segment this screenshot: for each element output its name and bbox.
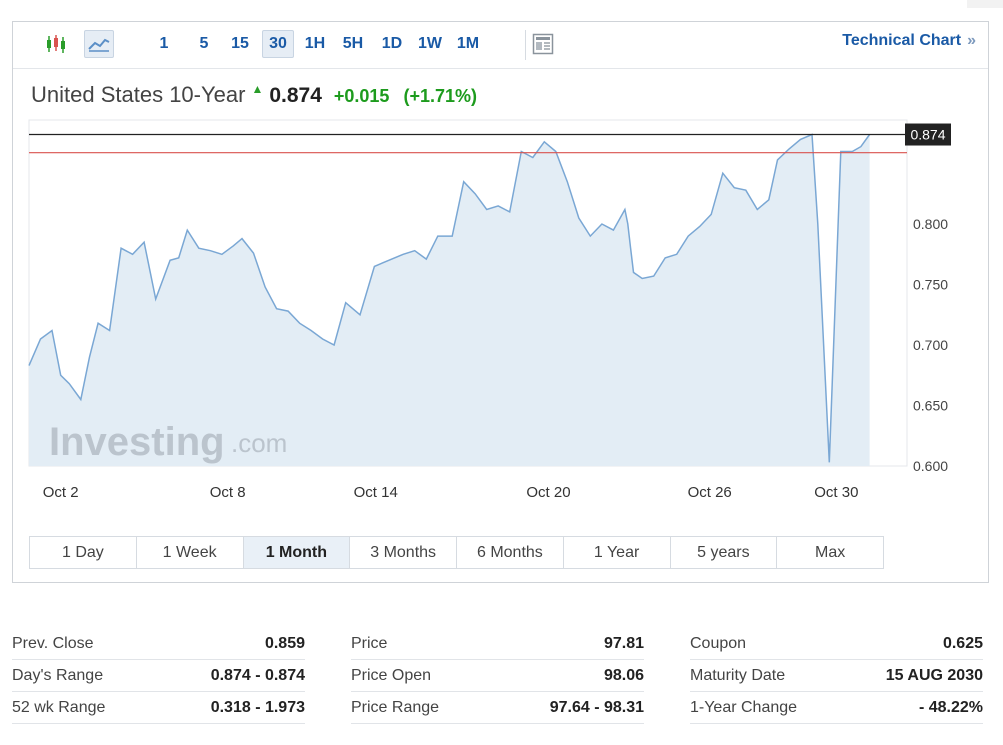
stat-value: 98.06 — [603, 666, 644, 684]
y-tick-label: 0.750 — [913, 277, 948, 293]
watermark-text: Investing — [49, 420, 225, 464]
y-tick-label: 0.800 — [913, 216, 948, 232]
timeframe-1m[interactable]: 1M — [456, 35, 480, 52]
news-icon[interactable] — [528, 30, 558, 58]
stat-row: Maturity Date 15 AUG 2030 — [690, 660, 983, 692]
x-tick-label: Oct 30 — [814, 484, 858, 501]
stat-row: Price Open 98.06 — [351, 660, 644, 692]
stat-label: 1-Year Change — [690, 698, 798, 716]
chart-toolbar: 1 5 15 30 1H 5H 1D 1W 1M Technical Chart» — [13, 22, 988, 69]
stat-value: - 48.22% — [918, 698, 983, 716]
stat-row: 52 wk Range 0.318 - 1.973 — [12, 692, 305, 724]
stat-label: Price Range — [351, 698, 440, 716]
stat-label: Maturity Date — [690, 666, 786, 684]
range-1-year[interactable]: 1 Year — [564, 537, 671, 568]
range-selector: 1 Day 1 Week 1 Month 3 Months 6 Months 1 Year… — [29, 536, 884, 569]
stat-row: Price Range 97.64 - 98.31 — [351, 692, 644, 724]
stat-label: Prev. Close — [12, 634, 94, 652]
range-1-day[interactable]: 1 Day — [30, 537, 137, 568]
range-6-months[interactable]: 6 Months — [457, 537, 564, 568]
stat-label: Price — [351, 634, 388, 652]
stat-value: 97.81 — [603, 634, 644, 652]
timeframe-15[interactable]: 15 — [231, 35, 249, 52]
x-tick-label: Oct 26 — [688, 484, 732, 501]
stat-row: Prev. Close 0.859 — [12, 628, 305, 660]
stat-value: 0.625 — [942, 634, 983, 652]
timeframe-1d[interactable]: 1D — [381, 35, 403, 52]
stat-value: 0.874 - 0.874 — [210, 666, 305, 684]
range-max[interactable]: Max — [815, 544, 846, 561]
y-tick-label: 0.650 — [913, 398, 948, 414]
x-tick-label: Oct 20 — [526, 484, 570, 501]
stats-column-1: Prev. Close 0.859 Day's Range 0.874 - 0.874… — [12, 628, 305, 724]
timeframe-1[interactable]: 1 — [159, 35, 169, 52]
stat-value: 15 AUG 2030 — [885, 666, 983, 684]
stats-column-3: Coupon 0.625 Maturity Date 15 AUG 2030 1-Yea… — [690, 628, 983, 724]
range-5-years[interactable]: 5 years — [671, 537, 778, 568]
range-3-months[interactable]: 3 Months — [350, 537, 457, 568]
stat-row: Day's Range 0.874 - 0.874 — [12, 660, 305, 692]
price-chart[interactable]: Investing .com 0.600 0.650 0.700 0.750 0.800 Oc… — [13, 22, 988, 522]
corner-box — [967, 0, 1003, 8]
range-1-month[interactable]: 1 Month — [243, 537, 351, 568]
area-chart-icon[interactable] — [84, 30, 114, 58]
series-line — [28, 133, 871, 463]
x-tick-label: Oct 8 — [210, 484, 246, 501]
last-price-marker-label: 0.874 — [910, 127, 945, 143]
x-tick-label: Oct 14 — [354, 484, 398, 501]
stat-label: Day's Range — [12, 666, 104, 684]
instrument-name: United States 10-Year — [31, 82, 246, 107]
timeframe-1h[interactable]: 1H — [304, 35, 326, 52]
price-change-percent: (+1.71%) — [403, 86, 477, 106]
timeframe-1w[interactable]: 1W — [418, 35, 442, 52]
stat-row: 1-Year Change - 48.22% — [690, 692, 983, 724]
price-change: +0.015 — [333, 86, 390, 106]
chart-panel: 1 5 15 30 1H 5H 1D 1W 1M Technical Chart» United… — [12, 21, 989, 583]
technical-chart-link[interactable]: Technical Chart » — [842, 32, 976, 50]
stat-value: 0.859 — [264, 634, 305, 652]
timeframe-5[interactable]: 5 — [199, 35, 209, 52]
stat-label: Coupon — [690, 634, 747, 652]
area-fill — [29, 134, 870, 466]
stats-column-2: Price 97.81 Price Open 98.06 Price Range 97.6… — [351, 628, 644, 724]
toolbar-separator — [525, 30, 526, 60]
watermark-suffix: .com — [231, 428, 287, 458]
y-tick-label: 0.700 — [913, 337, 948, 353]
candlestick-chart-icon[interactable] — [41, 30, 71, 58]
timeframe-30[interactable]: 30 — [262, 30, 294, 58]
stat-value: 97.64 - 98.31 — [549, 698, 644, 716]
stat-row: Coupon 0.625 — [690, 628, 983, 660]
stat-label: Price Open — [351, 666, 432, 684]
last-price: 0.874 — [269, 84, 322, 107]
range-1-week[interactable]: 1 Week — [137, 537, 244, 568]
stat-value: 0.318 - 1.973 — [210, 698, 305, 716]
last-price-marker — [905, 123, 951, 146]
quote-header: United States 10-Year ▲ 0.874 +0.015 (+1.71%… — [31, 82, 477, 112]
x-tick-label: Oct 2 — [43, 484, 79, 501]
timeframe-5h[interactable]: 5H — [342, 35, 364, 52]
technical-chart-label: Technical Chart — [842, 32, 962, 49]
up-arrow-icon: ▲ — [251, 82, 264, 96]
double-chevron-right-icon: » — [967, 32, 976, 49]
stat-row: Price 97.81 — [351, 628, 644, 660]
stat-label: 52 wk Range — [12, 698, 106, 716]
y-tick-label: 0.600 — [913, 458, 948, 474]
